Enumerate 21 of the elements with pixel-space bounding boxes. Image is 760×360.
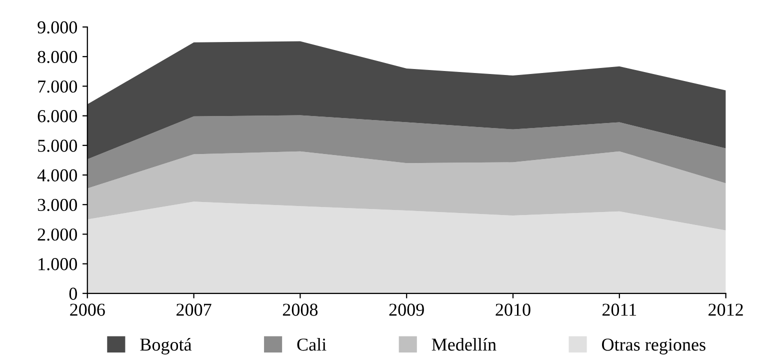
x-tick-label: 2007: [176, 304, 212, 316]
y-tick-label: 6.000: [38, 110, 77, 122]
y-tick-label: 2.000: [38, 228, 77, 241]
legend-label: Bogotá: [140, 338, 192, 354]
x-tick-label: 2010: [496, 304, 530, 316]
x-tick-label: 2011: [602, 304, 636, 316]
y-tick-label: 3.000: [38, 198, 77, 212]
legend-label: Otras regiones: [602, 338, 706, 354]
x-tick-label: 2009: [389, 304, 424, 316]
legend-label: Medellín: [432, 338, 496, 351]
y-tick-label: 7.000: [38, 80, 77, 93]
x-tick-label: 2012: [708, 304, 743, 316]
y-tick-label: 1.000: [38, 258, 77, 270]
y-tick-label: 0: [69, 288, 77, 300]
legend-label: Cali: [297, 338, 326, 351]
y-tick-label: 8.000: [38, 50, 77, 64]
y-tick-label: 5.000: [38, 140, 77, 152]
y-tick-label: 4.000: [37, 169, 77, 182]
x-tick-label: 2006: [70, 304, 105, 316]
x-tick-label: 2008: [282, 304, 318, 316]
y-tick-label: 9.000: [38, 21, 77, 34]
